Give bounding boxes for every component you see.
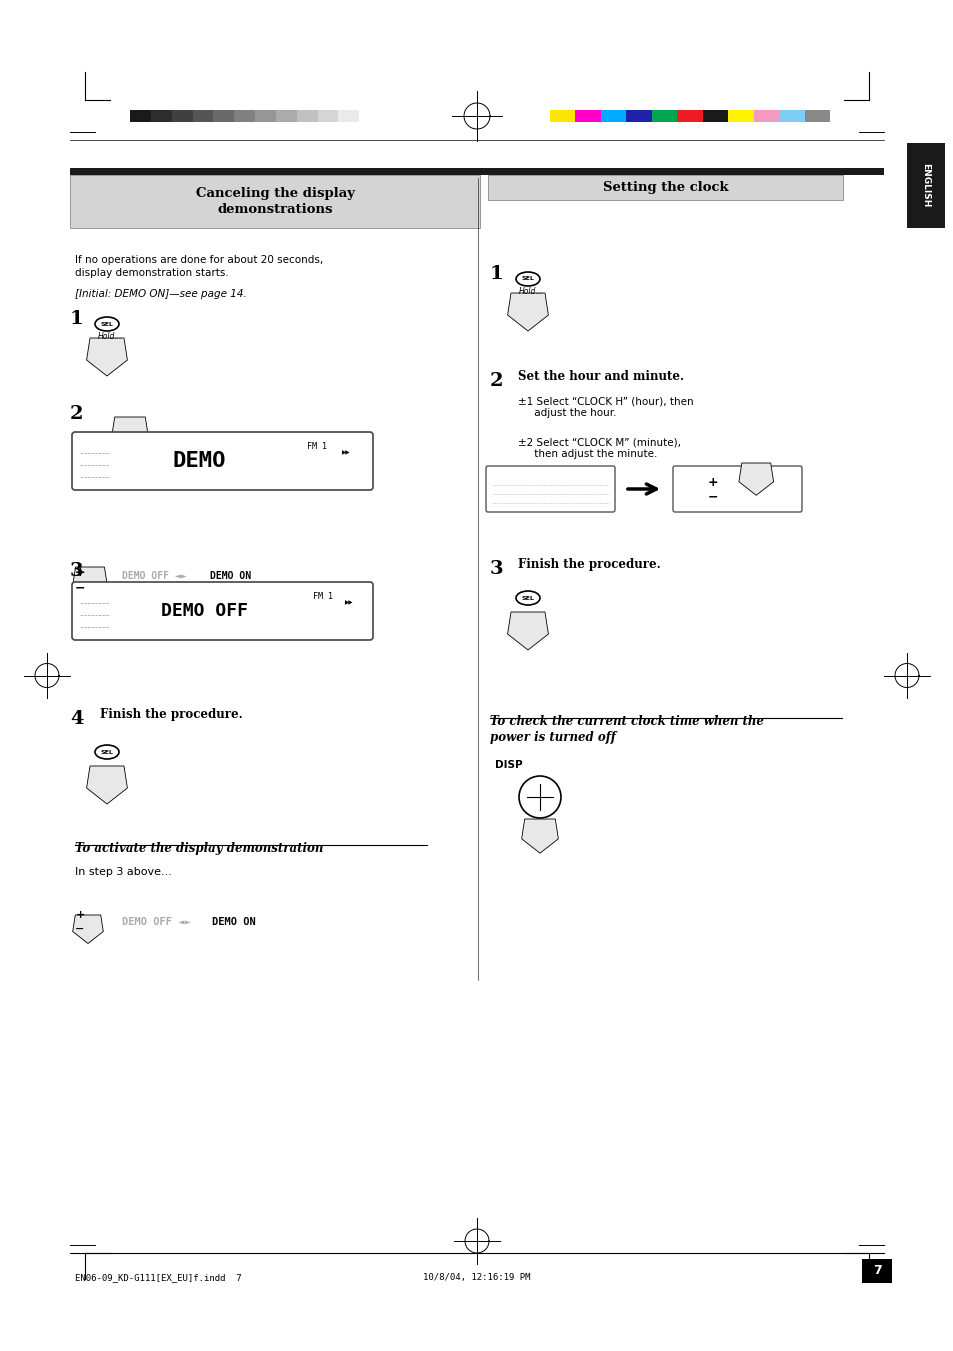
Text: 2: 2	[70, 405, 84, 423]
Ellipse shape	[95, 317, 119, 331]
Bar	[275, 109, 296, 122]
FancyBboxPatch shape	[488, 176, 842, 200]
Text: ENGLISH: ENGLISH	[921, 163, 929, 208]
Polygon shape	[72, 915, 103, 943]
Bar	[254, 109, 275, 122]
Text: ▶▶: ▶▶	[342, 451, 351, 455]
Text: +: +	[706, 476, 717, 489]
Text: −: −	[75, 924, 85, 934]
Text: In step 3 above...: In step 3 above...	[75, 867, 172, 877]
Text: DEMO ON: DEMO ON	[210, 571, 251, 581]
Text: FM 1: FM 1	[313, 592, 333, 601]
Text: 1: 1	[70, 309, 84, 328]
Bar	[172, 109, 193, 122]
Bar	[358, 109, 379, 122]
Polygon shape	[521, 819, 558, 854]
Text: EN06-09_KD-G111[EX_EU]f.indd  7: EN06-09_KD-G111[EX_EU]f.indd 7	[75, 1273, 241, 1282]
Text: DEMO OFF ◄►: DEMO OFF ◄►	[122, 571, 193, 581]
Ellipse shape	[516, 590, 539, 605]
Text: Set the hour and minute.: Set the hour and minute.	[517, 370, 683, 382]
Polygon shape	[112, 417, 149, 451]
Text: 3: 3	[70, 562, 84, 580]
Text: DEMO: DEMO	[172, 451, 226, 471]
Bar	[550, 109, 575, 122]
Bar	[575, 109, 600, 122]
FancyBboxPatch shape	[485, 466, 615, 512]
Text: SEL: SEL	[100, 322, 113, 327]
Circle shape	[518, 775, 560, 817]
Text: Hold...: Hold...	[518, 286, 542, 296]
Bar	[727, 109, 753, 122]
Text: To activate the display demonstration: To activate the display demonstration	[75, 842, 323, 855]
Text: 2: 2	[490, 372, 503, 390]
Bar	[779, 109, 803, 122]
Ellipse shape	[95, 744, 119, 759]
Bar	[677, 109, 702, 122]
Text: [Initial: DEMO ON]—see page 14.: [Initial: DEMO ON]—see page 14.	[75, 289, 247, 299]
Polygon shape	[87, 338, 128, 376]
Polygon shape	[507, 612, 548, 650]
FancyBboxPatch shape	[71, 582, 373, 640]
FancyBboxPatch shape	[672, 466, 801, 512]
Text: SEL: SEL	[521, 596, 534, 600]
Text: FM 1: FM 1	[307, 442, 327, 451]
Bar	[338, 109, 358, 122]
Text: Canceling the display
demonstrations: Canceling the display demonstrations	[195, 186, 355, 216]
Bar	[906, 143, 944, 228]
Text: 3: 3	[490, 561, 503, 578]
Bar	[70, 168, 883, 176]
Text: Finish the procedure.: Finish the procedure.	[517, 558, 660, 571]
Text: +: +	[74, 566, 85, 578]
Bar	[130, 109, 151, 122]
Text: ▶▶: ▶▶	[345, 601, 354, 605]
Bar	[862, 1259, 891, 1283]
Text: Setting the clock: Setting the clock	[602, 181, 727, 195]
Ellipse shape	[516, 272, 539, 286]
Bar	[651, 109, 677, 122]
Bar	[233, 109, 254, 122]
FancyBboxPatch shape	[71, 432, 373, 490]
Text: DEMO OFF ◄►: DEMO OFF ◄►	[122, 917, 196, 927]
Polygon shape	[72, 567, 108, 600]
FancyBboxPatch shape	[70, 176, 479, 228]
Polygon shape	[507, 293, 548, 331]
Text: Finish the procedure.: Finish the procedure.	[100, 708, 242, 721]
Bar	[803, 109, 829, 122]
Text: To check the current clock time when the
power is turned off: To check the current clock time when the…	[490, 715, 763, 744]
Text: 1: 1	[490, 265, 503, 282]
Text: SEL: SEL	[521, 277, 534, 281]
Text: Hold...: Hold...	[97, 332, 122, 340]
Text: DISP: DISP	[495, 761, 522, 770]
Text: 10/8/04, 12:16:19 PM: 10/8/04, 12:16:19 PM	[423, 1273, 530, 1282]
Bar	[317, 109, 338, 122]
Text: 4: 4	[70, 711, 84, 728]
Text: SEL: SEL	[100, 750, 113, 754]
Text: DEMO OFF: DEMO OFF	[161, 603, 248, 620]
Text: DEMO ON: DEMO ON	[212, 917, 255, 927]
Bar	[213, 109, 233, 122]
Bar	[600, 109, 626, 122]
Bar	[193, 109, 213, 122]
Bar	[626, 109, 651, 122]
Text: 7: 7	[872, 1265, 881, 1278]
Polygon shape	[87, 766, 128, 804]
Text: −: −	[74, 581, 85, 594]
Polygon shape	[739, 463, 773, 496]
Text: ±2 Select “CLOCK M” (minute),
     then adjust the minute.: ±2 Select “CLOCK M” (minute), then adjus…	[517, 436, 680, 459]
Text: −: −	[706, 490, 717, 504]
Text: If no operations are done for about 20 seconds,
display demonstration starts.: If no operations are done for about 20 s…	[75, 255, 323, 278]
Bar	[753, 109, 779, 122]
Bar	[151, 109, 172, 122]
Bar	[702, 109, 727, 122]
Text: +: +	[75, 911, 85, 920]
Bar	[296, 109, 317, 122]
Text: ±1 Select “CLOCK H” (hour), then
     adjust the hour.: ±1 Select “CLOCK H” (hour), then adjust …	[517, 396, 693, 419]
